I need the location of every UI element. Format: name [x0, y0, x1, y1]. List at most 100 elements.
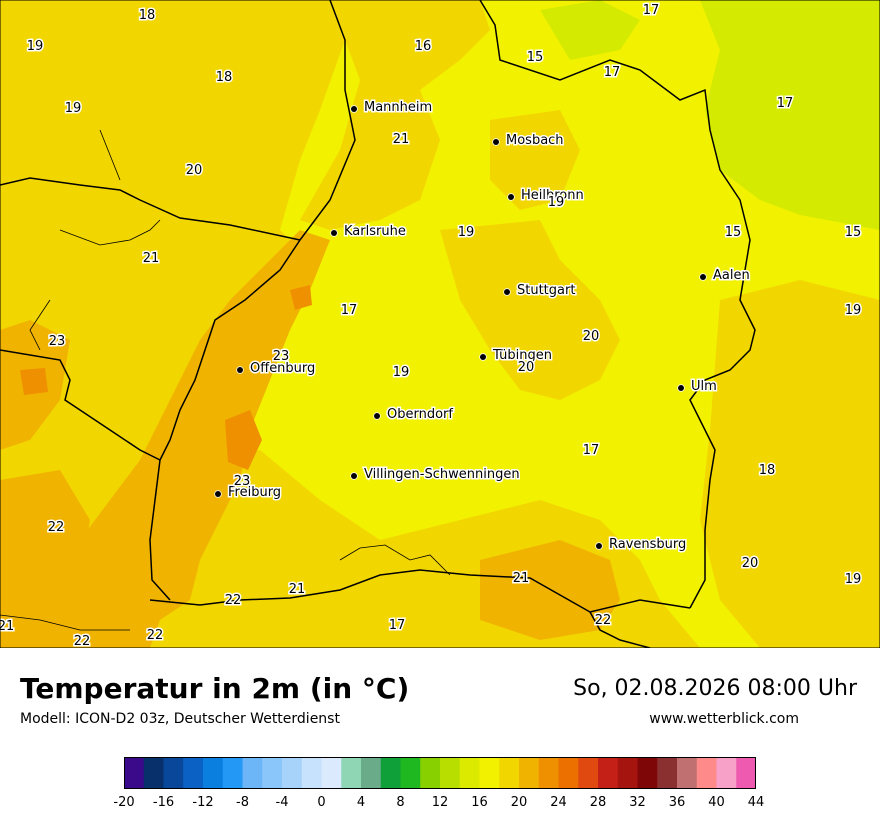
city-ravensburg: Ravensburg [595, 536, 688, 554]
legend-swatch [203, 757, 224, 789]
field-20-north [300, 0, 490, 230]
city-label: Ulm [691, 379, 717, 394]
city-stuttgart: Stuttgart [503, 282, 577, 300]
city-label: Mosbach [506, 133, 564, 148]
temp-label: 21 [289, 582, 306, 597]
temp-label: 15 [527, 50, 544, 65]
legend-swatch [440, 757, 461, 789]
legend-swatch [657, 757, 678, 789]
border-france-north [0, 177, 301, 241]
border-bavaria [589, 611, 651, 648]
legend-swatch [499, 757, 520, 789]
temp-label: 17 [777, 96, 794, 111]
field-16-patch [540, 0, 640, 60]
legend-swatch [321, 757, 342, 789]
temp-label: 15 [725, 225, 742, 240]
field-16-east [700, 0, 880, 230]
temp-label: 16 [415, 39, 432, 54]
legend-tick: -4 [275, 795, 289, 810]
city-mosbach: Mosbach [492, 132, 565, 150]
legend-swatch [380, 757, 401, 789]
temp-label: 23 [234, 474, 251, 489]
city-markers: Mannheim Mosbach Heilbronn Karlsruhe Aal… [214, 99, 751, 554]
legend-swatch [459, 757, 480, 789]
city-tuebingen: Tübingen [479, 347, 554, 365]
temperature-map: Mannheim Mosbach Heilbronn Karlsruhe Aal… [0, 0, 880, 648]
border-district-b [29, 299, 51, 351]
border-state-north [299, 0, 356, 241]
temp-label: 19 [393, 365, 410, 380]
legend-swatch [163, 757, 184, 789]
legend-swatch [677, 757, 698, 789]
temp-label: 21 [393, 132, 410, 147]
temp-label: 20 [186, 163, 203, 178]
field-20-east [700, 280, 880, 648]
border-district-a [59, 219, 161, 246]
temp-label: 21 [0, 619, 14, 634]
legend-swatch [696, 757, 717, 789]
legend-swatch [262, 757, 283, 789]
temp-label: 17 [643, 3, 660, 18]
temp-label: 22 [48, 520, 65, 535]
temp-label: 17 [341, 303, 358, 318]
city-label: Aalen [713, 268, 750, 283]
temp-label: 19 [548, 195, 565, 210]
legend-swatch [242, 757, 263, 789]
model-source: Modell: ICON-D2 03z, Deutscher Wetterdie… [20, 711, 340, 727]
legend-swatch [637, 757, 658, 789]
website-link[interactable]: www.wetterblick.com [649, 711, 799, 727]
city-ulm: Ulm [677, 378, 718, 396]
temp-label: 22 [74, 634, 91, 648]
border-swiss [149, 569, 691, 613]
legend-swatch [183, 757, 204, 789]
border-rhine [149, 239, 301, 601]
city-mannheim: Mannheim [350, 99, 434, 117]
legend-swatch [361, 757, 382, 789]
city-label: Mannheim [364, 100, 432, 115]
temperature-labels: 18 17 19 16 15 17 18 19 17 21 20 19 15 1… [0, 2, 863, 649]
legend-tick: 16 [471, 795, 488, 810]
legend-swatch [617, 757, 638, 789]
legend-tick: 8 [396, 795, 405, 810]
legend-tick: 0 [317, 795, 326, 810]
city-heilbronn: Heilbronn [507, 187, 585, 205]
legend-swatch [400, 757, 421, 789]
field-20-mosbach [490, 110, 580, 210]
legend-swatch [124, 757, 145, 789]
temp-label: 15 [845, 225, 862, 240]
temp-label: 20 [742, 556, 759, 571]
temp-label: 18 [139, 8, 156, 23]
temp-label: 21 [513, 571, 530, 586]
legend-swatch [519, 757, 540, 789]
temp-label: 19 [458, 225, 475, 240]
legend-tick: -12 [192, 795, 214, 810]
color-legend [124, 757, 756, 789]
legend-swatch [716, 757, 737, 789]
legend-swatch [578, 757, 599, 789]
legend-swatch [538, 757, 559, 789]
legend-swatch [558, 757, 579, 789]
legend-tick-labels: -20 -16 -12 -8 -4 0 4 8 12 16 20 24 28 32 36 40 44 [0, 795, 880, 815]
temp-label: 19 [65, 101, 82, 116]
legend-tick: 20 [510, 795, 528, 810]
field-20-west [0, 0, 345, 648]
temp-label: 17 [389, 618, 406, 633]
field-20-center [440, 220, 620, 400]
city-label: Offenburg [250, 361, 315, 376]
legend-swatch [341, 757, 362, 789]
legend-tick: 44 [747, 795, 765, 810]
temp-label: 21 [143, 251, 160, 266]
legend-tick: -16 [152, 795, 175, 810]
field-24-b [290, 285, 312, 310]
border-west-region [0, 349, 161, 461]
city-label: Ravensburg [609, 537, 686, 552]
temp-label: 18 [759, 463, 776, 478]
temp-label: 23 [273, 349, 290, 364]
city-villingen-schwenningen: Villingen-Schwenningen [350, 466, 521, 484]
legend-swatch [736, 757, 756, 789]
legend-swatch [222, 757, 243, 789]
temp-label: 22 [595, 613, 612, 628]
legend-swatch [598, 757, 619, 789]
city-freiburg: Freiburg [214, 484, 283, 502]
city-label: Heilbronn [521, 188, 584, 203]
